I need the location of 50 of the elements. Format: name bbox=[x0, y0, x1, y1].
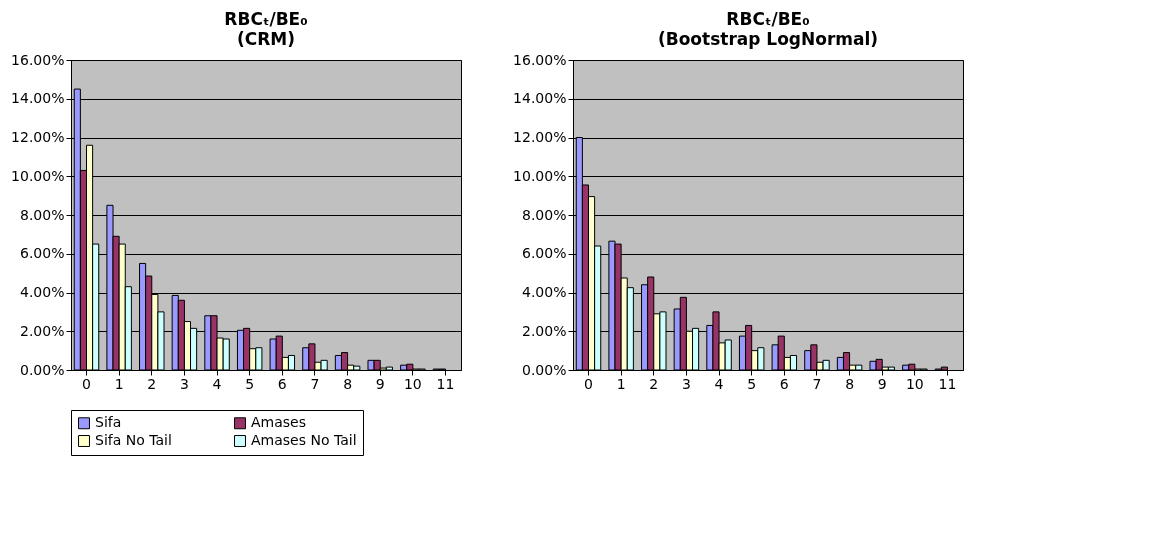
x-tick-label: 7 bbox=[310, 375, 320, 392]
x-tick-label: 5 bbox=[747, 375, 757, 392]
y-tick-label: 0.00% bbox=[20, 361, 65, 378]
x-tick-label: 5 bbox=[245, 375, 255, 392]
x-tick-label: 6 bbox=[779, 375, 789, 392]
chart-title: RBCₜ/BE₀ bbox=[726, 9, 810, 29]
legend-label: Amases No Tail bbox=[251, 432, 357, 448]
chart-title: RBCₜ/BE₀ bbox=[224, 9, 308, 29]
x-tick-label: 3 bbox=[681, 375, 691, 392]
y-tick-label: 14.00% bbox=[11, 90, 65, 107]
y-tick-label: 2.00% bbox=[522, 322, 567, 339]
legend-label: Sifa No Tail bbox=[95, 432, 172, 448]
y-tick-label: 8.00% bbox=[522, 206, 567, 223]
x-tick-label: 10 bbox=[403, 375, 422, 392]
x-tick-label: 0 bbox=[584, 375, 593, 392]
x-tick-label: 1 bbox=[114, 375, 124, 392]
chart-subtitle: (CRM) bbox=[236, 29, 296, 49]
y-tick-label: 10.00% bbox=[513, 167, 567, 184]
y-tick-label: 14.00% bbox=[513, 90, 567, 107]
x-tick-label: 2 bbox=[147, 375, 157, 392]
legend-label: Amases bbox=[251, 414, 306, 431]
x-tick-label: 0 bbox=[82, 375, 91, 392]
y-tick-label: 2.00% bbox=[20, 322, 65, 339]
x-tick-label: 8 bbox=[343, 375, 353, 392]
x-tick-label: 10 bbox=[905, 375, 924, 392]
x-tick-label: 9 bbox=[375, 375, 385, 392]
x-tick-label: 6 bbox=[277, 375, 287, 392]
x-tick-label: 4 bbox=[212, 375, 222, 392]
y-tick-label: 16.00% bbox=[513, 51, 567, 68]
y-tick-label: 4.00% bbox=[20, 284, 65, 300]
x-tick-label: 9 bbox=[877, 375, 887, 392]
y-tick-label: 8.00% bbox=[20, 206, 65, 223]
x-tick-label: 1 bbox=[616, 375, 626, 392]
y-tick-label: 6.00% bbox=[20, 245, 65, 262]
y-tick-label: 0.00% bbox=[522, 361, 567, 378]
x-tick-label: 11 bbox=[436, 375, 455, 392]
chart-subtitle: (Bootstrap LogNormal) bbox=[657, 29, 879, 49]
x-tick-label: 8 bbox=[845, 375, 855, 392]
x-tick-label: 3 bbox=[179, 375, 189, 392]
x-tick-label: 2 bbox=[649, 375, 659, 392]
legend-label: Sifa bbox=[95, 414, 122, 431]
x-tick-label: 7 bbox=[812, 375, 822, 392]
y-tick-label: 12.00% bbox=[513, 129, 567, 145]
y-tick-label: 12.00% bbox=[11, 129, 65, 145]
x-tick-label: 11 bbox=[938, 375, 957, 392]
y-tick-label: 16.00% bbox=[11, 51, 65, 68]
y-tick-label: 4.00% bbox=[522, 284, 567, 300]
y-tick-label: 10.00% bbox=[11, 167, 65, 184]
y-tick-label: 6.00% bbox=[522, 245, 567, 262]
x-tick-label: 4 bbox=[714, 375, 724, 392]
